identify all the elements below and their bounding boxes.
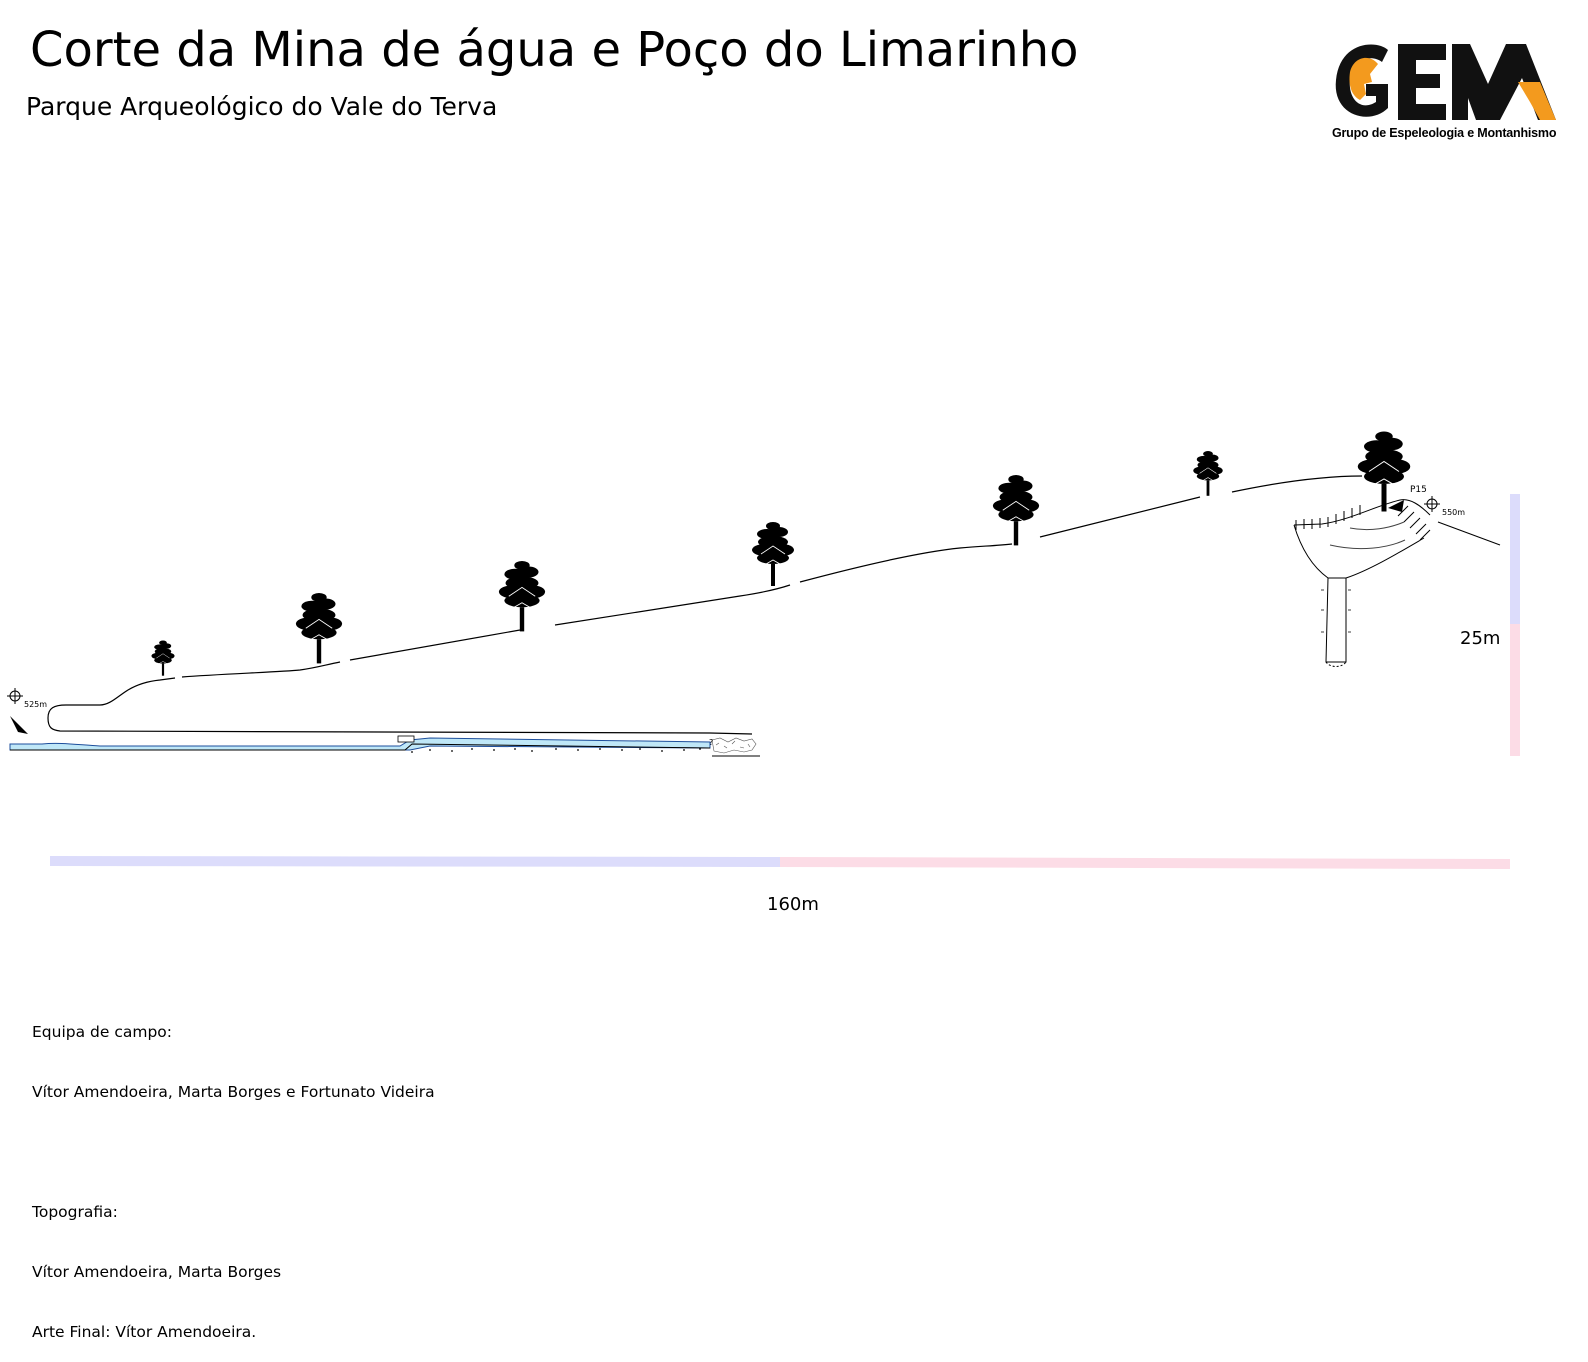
unknown-continuation-marker: ? [709, 738, 713, 747]
survey-station-icon [1423, 495, 1441, 513]
tree-icon [992, 474, 1040, 546]
tree-icon [1193, 450, 1223, 497]
well-shaft [1293, 499, 1501, 667]
credits-block: Equipa de campo: Vítor Amendoeira, Marta… [32, 982, 435, 1362]
logo-caption: Grupo de Espeleologia e Montanhismo [1332, 126, 1557, 140]
rubble-blockage [711, 737, 760, 757]
tree-icon [498, 560, 546, 632]
gem-logo [1335, 44, 1556, 120]
map-subtitle: Parque Arqueológico do Vale do Terva [26, 92, 498, 121]
horizontal-scale-label: 160m [767, 894, 819, 915]
logo-letter-g [1335, 44, 1388, 117]
tree-icon [295, 592, 343, 664]
tree-icon [751, 521, 795, 587]
field-team-label: Equipa de campo: [32, 1023, 172, 1041]
mine-gallery: ? [9, 717, 760, 757]
logo-mountain-accent [1518, 82, 1556, 120]
vertical-scale-label: 25m [1460, 628, 1501, 649]
topography-label: Topografia: [32, 1203, 118, 1221]
entrance-arrow-icon [10, 716, 28, 734]
vertical-scale-bar [1510, 494, 1520, 756]
horizontal-scale-bar [50, 856, 1510, 869]
cross-section-diagram: ? 525m P15 550m [6, 431, 1520, 869]
shaft-label: P15 [1410, 485, 1427, 495]
elevation-top: 550m [1442, 508, 1465, 517]
field-team-names: Vítor Amendoeira, Marta Borges e Fortuna… [32, 1083, 435, 1101]
elevation-entrance: 525m [24, 700, 47, 709]
logo-letter-m [1452, 44, 1556, 120]
logo-letter-e [1398, 44, 1446, 120]
topography-names: Vítor Amendoeira, Marta Borges [32, 1263, 282, 1281]
survey-station-icon [6, 687, 24, 705]
shaft-arrow-icon [1388, 500, 1404, 512]
final-art-credit: Arte Final: Vítor Amendoeira. [32, 1323, 257, 1341]
logo-face-accent [1349, 57, 1378, 100]
tree-icon [151, 640, 175, 676]
map-title: Corte da Mina de água e Poço do Limarinh… [30, 22, 1079, 78]
ground-profile [47, 475, 1363, 719]
